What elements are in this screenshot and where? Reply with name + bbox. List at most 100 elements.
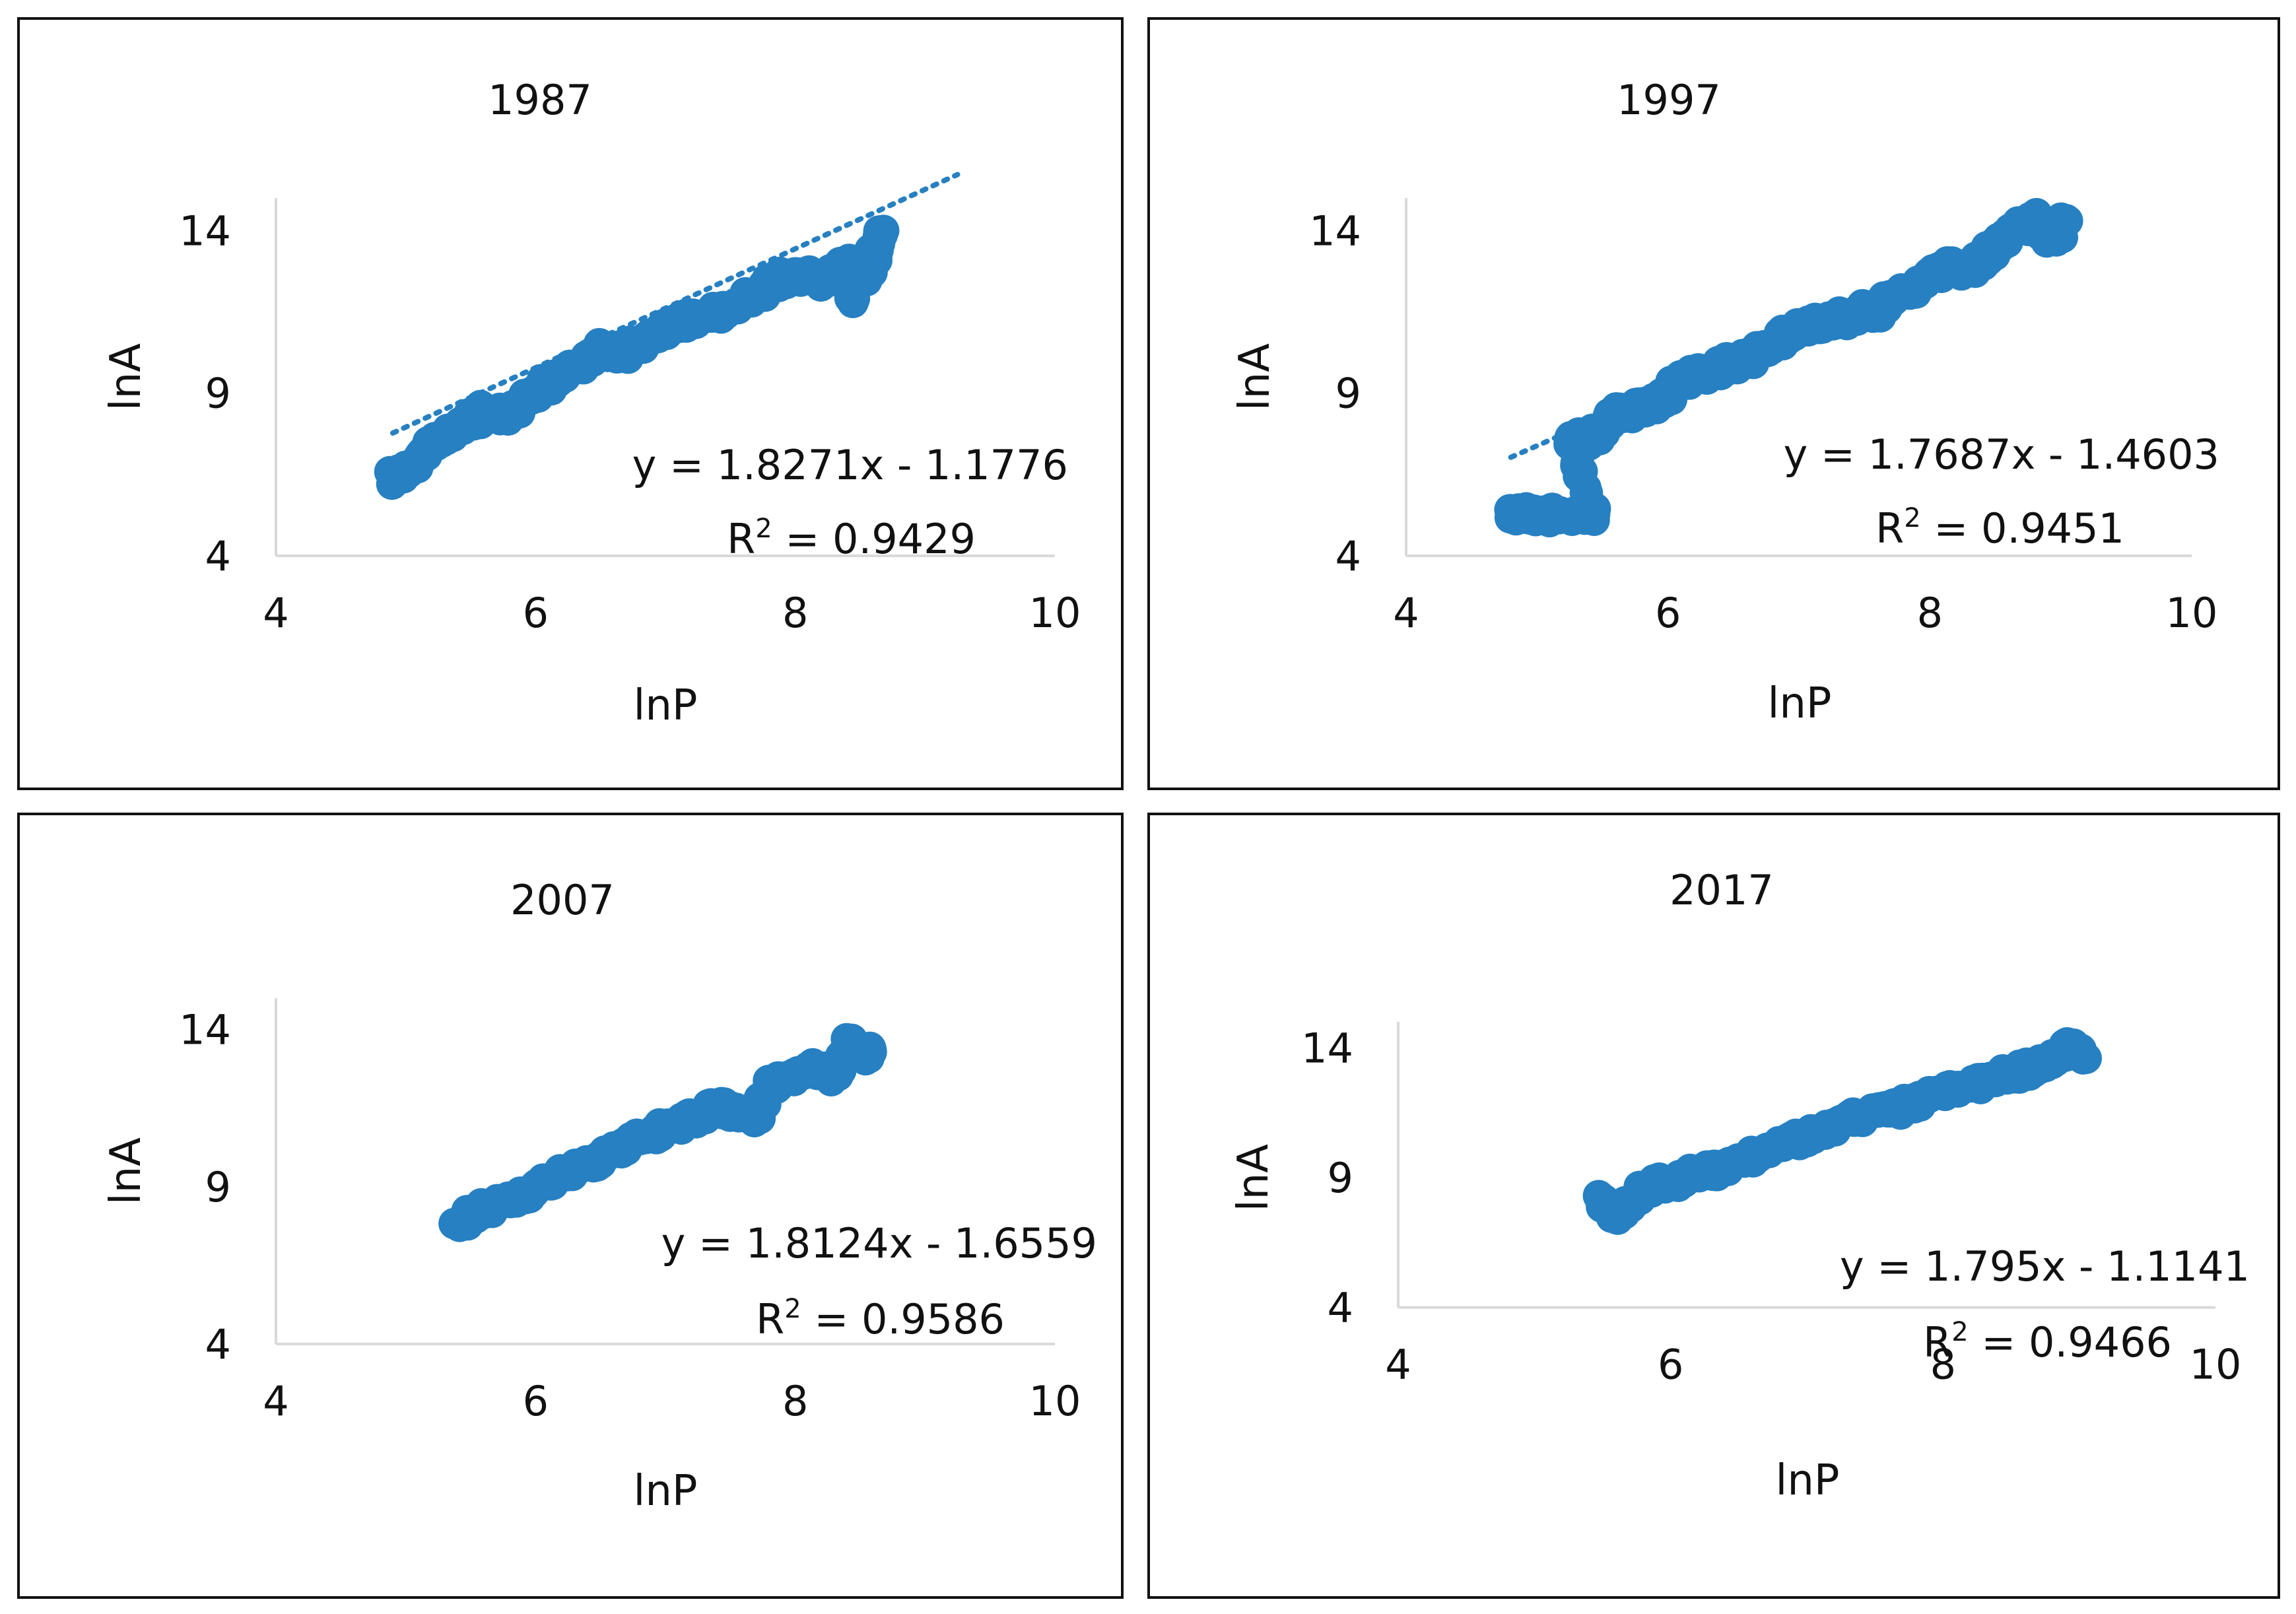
data-point [1668, 1162, 1701, 1194]
data-point [1783, 312, 1815, 345]
y-tick-label: 4 [205, 532, 231, 580]
x-tick-label: 8 [1917, 589, 1943, 637]
data-point [611, 335, 642, 367]
data-point [1750, 1133, 1782, 1165]
data-point [584, 1145, 617, 1178]
data-point [1709, 1151, 1741, 1184]
data-point [2051, 205, 2083, 237]
y-tick-label: 14 [1301, 1024, 1353, 1072]
r-squared-value: = 0.9466 [1969, 1318, 2172, 1366]
data-point [1954, 1071, 1986, 1103]
data-point [1913, 1081, 1945, 1114]
x-tick-label: 8 [782, 589, 808, 637]
data-point [1743, 338, 1776, 370]
chart-panel-2017: 2017 4 6 8 10 4 9 14 lnP lnA y = 1.795x - 1.1141 R2… [1147, 813, 2280, 1599]
data-point [1872, 1094, 1905, 1126]
r-squared-label: R2 = 0.9429 [727, 514, 976, 563]
y-tick-label: 14 [1309, 207, 1361, 255]
x-tick-label: 10 [1029, 1377, 1081, 1425]
x-tick-label: 8 [1930, 1341, 1956, 1389]
y-tick-label: 14 [179, 1006, 231, 1054]
chart-panel-2007: 2007 4 6 8 10 4 9 14 lnP lnA y = 1.8124x - 1.6559 R… [17, 813, 1124, 1599]
x-axis-label: lnP [1768, 679, 1832, 728]
data-point [2070, 1042, 2102, 1075]
data-point [857, 240, 889, 273]
data-point [1831, 1104, 1864, 1137]
data-point [792, 1051, 825, 1083]
y-tick-label: 9 [205, 1163, 231, 1211]
r-squared-symbol: R [756, 1295, 784, 1343]
data-point [1627, 1172, 1660, 1204]
data-point [1665, 364, 1697, 396]
y-axis-label: lnA [102, 1137, 151, 1205]
x-tick-label: 10 [1029, 589, 1081, 637]
data-series [1494, 197, 2083, 538]
data-point [435, 416, 467, 448]
trendline-equation: y = 1.8124x - 1.6559 [661, 1219, 1097, 1267]
r-squared-symbol: R [727, 515, 755, 563]
trendline-equation: y = 1.795x - 1.1141 [1840, 1242, 2250, 1291]
r-squared-value: = 0.9451 [1921, 504, 2124, 553]
x-tick-label: 4 [263, 1377, 288, 1425]
data-point [701, 1089, 733, 1121]
data-point [467, 1193, 500, 1225]
data-point [854, 1032, 887, 1065]
data-point [506, 1180, 539, 1213]
x-tick-label: 10 [2190, 1341, 2242, 1389]
panel-frame [17, 17, 1124, 790]
x-tick-label: 4 [1393, 589, 1419, 637]
y-tick-label: 9 [1328, 1154, 1353, 1202]
x-axis-label: lnP [1776, 1456, 1840, 1505]
r-squared-value: = 0.9586 [801, 1295, 1005, 1343]
data-point [779, 257, 811, 289]
chart-title: 2017 [1670, 866, 1774, 914]
x-tick-label: 6 [1655, 589, 1681, 637]
x-tick-label: 8 [782, 1377, 808, 1425]
data-point [1927, 253, 1959, 286]
panel-frame [1147, 17, 2280, 790]
data-point [714, 292, 747, 325]
data-point [1600, 397, 1632, 429]
data-point [623, 1124, 656, 1156]
x-axis-label: lnP [634, 1467, 698, 1516]
data-point [818, 1061, 850, 1093]
data-point [650, 312, 681, 345]
data-point [753, 1070, 786, 1102]
chart-panel-1987: 1987 4 6 8 10 4 9 14 lnP lnA y = 1.8271x - 1.1776 R… [17, 17, 1124, 790]
r-squared-superscript: 2 [755, 514, 772, 544]
data-point [467, 397, 500, 429]
data-point [1573, 422, 1605, 455]
x-tick-label: 6 [523, 589, 549, 637]
r-squared-label: R2 = 0.9451 [1875, 503, 2124, 553]
y-axis-label: lnA [1231, 343, 1279, 411]
trendline-equation: y = 1.7687x - 1.4603 [1784, 430, 2219, 479]
data-point [805, 263, 837, 296]
x-axis-label: lnP [634, 681, 698, 730]
chart-panel-1997: 1997 4 6 8 10 4 9 14 lnP lnA y = 1.7687x - 1.4603 R… [1147, 17, 2280, 790]
data-point [1979, 227, 2011, 259]
r-squared-superscript: 2 [1951, 1317, 1968, 1347]
data-point [442, 1208, 474, 1240]
r-squared-symbol: R [1923, 1318, 1951, 1366]
x-tick-label: 10 [2166, 589, 2218, 637]
data-point [675, 302, 708, 335]
r-squared-label: R2 = 0.9586 [756, 1294, 1005, 1343]
y-tick-label: 4 [1335, 532, 1361, 580]
y-tick-label: 9 [205, 370, 231, 418]
x-tick-label: 6 [523, 1377, 549, 1425]
data-point [1600, 1198, 1633, 1230]
r-squared-symbol: R [1875, 504, 1904, 553]
data-series [438, 1023, 887, 1242]
trendline-equation: y = 1.8271x - 1.1776 [632, 441, 1068, 489]
x-tick-label: 4 [263, 589, 288, 637]
data-point [1791, 1120, 1823, 1153]
trendline [1508, 213, 2064, 460]
data-point [377, 461, 409, 494]
y-axis-label: lnA [1229, 1144, 1278, 1211]
r-squared-label: R2 = 0.9466 [1923, 1317, 2172, 1366]
data-point [494, 397, 525, 429]
data-point [1577, 497, 1609, 529]
data-point [545, 1158, 578, 1190]
y-tick-label: 4 [205, 1320, 231, 1368]
x-tick-label: 6 [1658, 1341, 1683, 1389]
